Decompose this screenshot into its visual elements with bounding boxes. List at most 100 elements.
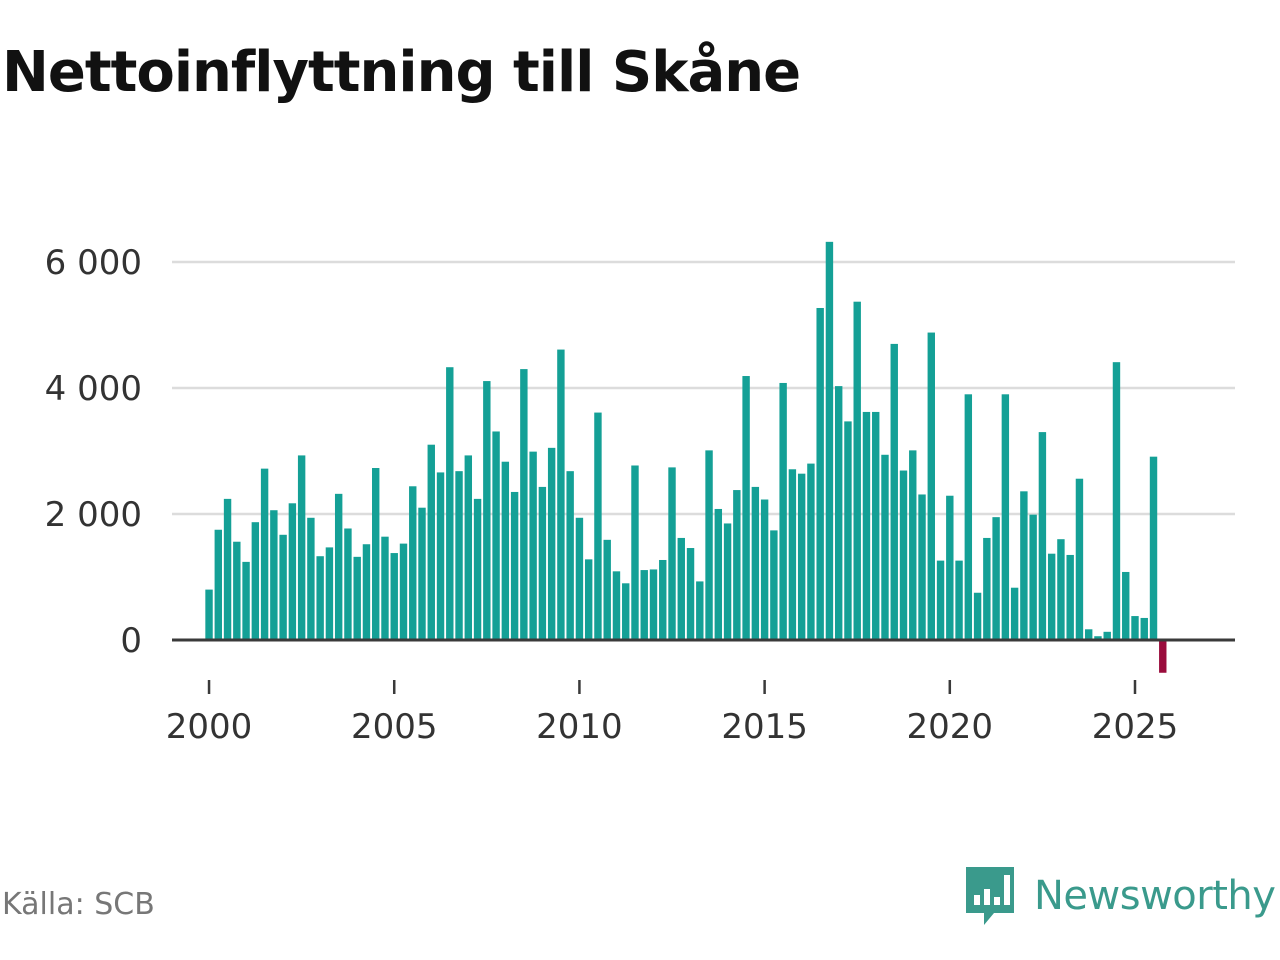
bar <box>927 332 935 640</box>
bar <box>436 472 445 640</box>
bar <box>705 450 713 640</box>
bar <box>603 539 611 640</box>
bar <box>594 412 602 640</box>
bar <box>899 470 908 640</box>
bar <box>325 547 334 640</box>
bar <box>473 498 482 640</box>
bar <box>1159 640 1167 673</box>
bar <box>881 454 889 640</box>
bar <box>631 465 639 640</box>
bar <box>1010 587 1019 640</box>
bar <box>1029 514 1037 640</box>
bar <box>1149 456 1158 640</box>
bar <box>723 523 732 640</box>
bar <box>1047 553 1056 640</box>
bar <box>455 471 463 640</box>
bar <box>742 376 750 640</box>
bar <box>686 548 695 640</box>
bar <box>696 581 704 640</box>
bar <box>297 455 306 640</box>
bar <box>538 486 547 640</box>
bar <box>668 467 676 640</box>
bar <box>788 469 797 640</box>
bar <box>872 411 880 640</box>
bar <box>834 386 843 640</box>
bar <box>418 507 426 640</box>
bar <box>427 444 435 640</box>
bar <box>1131 616 1139 640</box>
x-axis-labels: 2000 2005 2010 2015 2020 2025 <box>166 707 1178 747</box>
bar <box>936 560 945 640</box>
bar <box>344 528 352 640</box>
bar <box>557 349 565 640</box>
bar <box>1122 571 1130 640</box>
bar <box>1057 539 1065 640</box>
bar <box>409 486 417 640</box>
bar <box>492 431 500 640</box>
bar <box>853 301 861 640</box>
bar <box>751 486 760 640</box>
bar <box>372 468 380 640</box>
bar <box>316 556 324 640</box>
y-axis-labels: 0 2 000 4 000 6 000 <box>45 243 142 661</box>
bar <box>233 541 241 640</box>
bar <box>242 561 250 640</box>
bar <box>483 381 491 640</box>
bar <box>890 343 898 640</box>
chart-title: Nettoinflyttning till Skåne <box>2 40 801 105</box>
bar <box>1020 491 1028 640</box>
bar <box>510 491 519 640</box>
bar <box>862 411 871 640</box>
bar <box>223 498 232 640</box>
bar <box>807 463 815 640</box>
bar <box>520 369 528 640</box>
bar <box>1075 478 1084 640</box>
bar <box>1140 617 1148 640</box>
brand-logo[interactable]: Newsworthy <box>964 864 1276 928</box>
bar <box>1038 432 1047 640</box>
bar <box>797 473 806 640</box>
bar <box>279 534 287 640</box>
bar <box>983 537 991 640</box>
bar <box>214 529 222 640</box>
bars <box>205 241 1167 673</box>
x-tick-label: 2015 <box>721 707 808 747</box>
bar <box>677 537 685 640</box>
bar <box>779 382 787 640</box>
bar <box>649 569 658 640</box>
bar <box>566 471 574 640</box>
bar <box>992 517 1000 640</box>
newsworthy-logo-icon <box>966 867 1014 925</box>
bar <box>640 570 648 640</box>
bar <box>1103 631 1111 640</box>
y-tick-label: 0 <box>120 621 142 661</box>
bar <box>622 583 630 640</box>
bar <box>1001 394 1010 640</box>
bar <box>464 455 473 640</box>
bar <box>964 394 973 640</box>
x-tick-label: 2010 <box>536 707 623 747</box>
bar <box>260 468 269 640</box>
bar <box>547 447 556 640</box>
bar <box>1084 629 1093 640</box>
bar <box>501 461 510 640</box>
x-tick-label: 2020 <box>907 707 994 747</box>
bar <box>733 490 741 640</box>
bar <box>825 241 834 640</box>
bar <box>575 517 584 640</box>
x-tick-label: 2025 <box>1092 707 1179 747</box>
bar <box>612 571 621 640</box>
bar <box>584 559 593 640</box>
y-tick-label: 4 000 <box>45 369 142 409</box>
bar <box>659 559 667 640</box>
bar <box>390 553 398 640</box>
bar <box>334 493 343 640</box>
y-tick-label: 2 000 <box>45 495 142 535</box>
y-tick-label: 6 000 <box>45 243 142 283</box>
bar <box>973 592 982 640</box>
bar <box>909 450 917 640</box>
bar <box>399 543 408 640</box>
bar <box>844 421 852 640</box>
axes <box>172 638 1235 694</box>
